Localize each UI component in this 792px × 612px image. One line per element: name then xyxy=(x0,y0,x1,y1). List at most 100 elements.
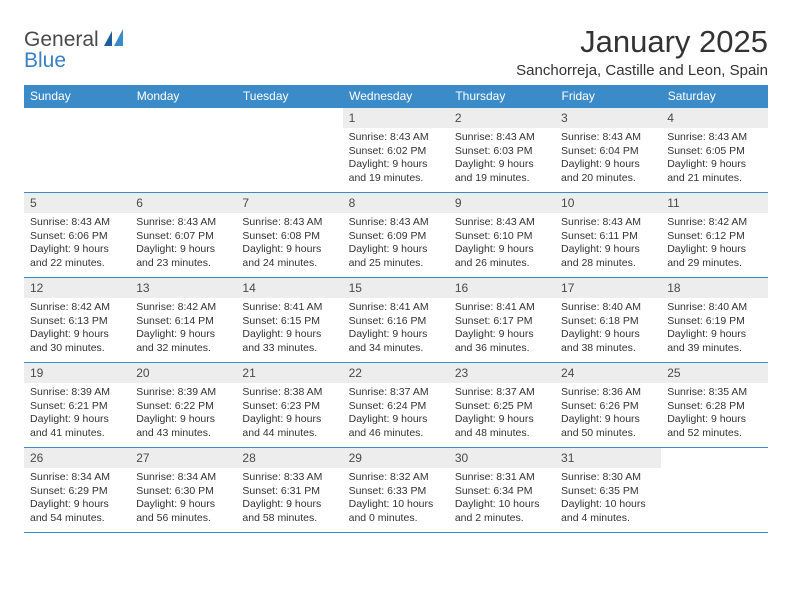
col-monday: Monday xyxy=(130,85,236,108)
day-number: 26 xyxy=(24,448,130,468)
day-number: 10 xyxy=(555,193,661,213)
calendar-cell: 1Sunrise: 8:43 AM Sunset: 6:02 PM Daylig… xyxy=(343,108,449,193)
day-details: Sunrise: 8:43 AM Sunset: 6:07 PM Dayligh… xyxy=(130,213,236,275)
day-details: Sunrise: 8:42 AM Sunset: 6:13 PM Dayligh… xyxy=(24,298,130,360)
day-number: 9 xyxy=(449,193,555,213)
calendar-cell: 17Sunrise: 8:40 AM Sunset: 6:18 PM Dayli… xyxy=(555,278,661,363)
day-number: 11 xyxy=(661,193,767,213)
day-details: Sunrise: 8:43 AM Sunset: 6:03 PM Dayligh… xyxy=(449,128,555,190)
day-number: 2 xyxy=(449,108,555,128)
day-number: 27 xyxy=(130,448,236,468)
weekday-header-row: Sunday Monday Tuesday Wednesday Thursday… xyxy=(24,85,768,108)
calendar-cell: 24Sunrise: 8:36 AM Sunset: 6:26 PM Dayli… xyxy=(555,363,661,448)
day-number: 25 xyxy=(661,363,767,383)
day-details: Sunrise: 8:37 AM Sunset: 6:25 PM Dayligh… xyxy=(449,383,555,445)
day-details: Sunrise: 8:31 AM Sunset: 6:34 PM Dayligh… xyxy=(449,468,555,530)
calendar-cell: 3Sunrise: 8:43 AM Sunset: 6:04 PM Daylig… xyxy=(555,108,661,193)
day-details: Sunrise: 8:34 AM Sunset: 6:29 PM Dayligh… xyxy=(24,468,130,530)
day-number: 3 xyxy=(555,108,661,128)
day-number: 29 xyxy=(343,448,449,468)
day-number: 19 xyxy=(24,363,130,383)
calendar-cell: 27Sunrise: 8:34 AM Sunset: 6:30 PM Dayli… xyxy=(130,448,236,533)
day-number: 14 xyxy=(236,278,342,298)
title-block: January 2025 Sanchorreja, Castille and L… xyxy=(516,24,768,79)
day-number: 18 xyxy=(661,278,767,298)
header: General January 2025 Sanchorreja, Castil… xyxy=(24,24,768,79)
calendar-cell: 29Sunrise: 8:32 AM Sunset: 6:33 PM Dayli… xyxy=(343,448,449,533)
calendar-body: 1Sunrise: 8:43 AM Sunset: 6:02 PM Daylig… xyxy=(24,108,768,533)
calendar-cell: 7Sunrise: 8:43 AM Sunset: 6:08 PM Daylig… xyxy=(236,193,342,278)
day-details: Sunrise: 8:39 AM Sunset: 6:22 PM Dayligh… xyxy=(130,383,236,445)
calendar-cell: 22Sunrise: 8:37 AM Sunset: 6:24 PM Dayli… xyxy=(343,363,449,448)
day-details: Sunrise: 8:43 AM Sunset: 6:09 PM Dayligh… xyxy=(343,213,449,275)
calendar-table: Sunday Monday Tuesday Wednesday Thursday… xyxy=(24,85,768,533)
col-wednesday: Wednesday xyxy=(343,85,449,108)
day-number: 24 xyxy=(555,363,661,383)
calendar-cell: 26Sunrise: 8:34 AM Sunset: 6:29 PM Dayli… xyxy=(24,448,130,533)
calendar-cell: 19Sunrise: 8:39 AM Sunset: 6:21 PM Dayli… xyxy=(24,363,130,448)
calendar-cell: 10Sunrise: 8:43 AM Sunset: 6:11 PM Dayli… xyxy=(555,193,661,278)
day-number: 22 xyxy=(343,363,449,383)
day-number: 5 xyxy=(24,193,130,213)
day-number: 13 xyxy=(130,278,236,298)
day-number: 7 xyxy=(236,193,342,213)
day-number: 31 xyxy=(555,448,661,468)
day-number: 20 xyxy=(130,363,236,383)
day-details: Sunrise: 8:41 AM Sunset: 6:15 PM Dayligh… xyxy=(236,298,342,360)
calendar-cell: 25Sunrise: 8:35 AM Sunset: 6:28 PM Dayli… xyxy=(661,363,767,448)
day-number: 15 xyxy=(343,278,449,298)
day-details: Sunrise: 8:40 AM Sunset: 6:19 PM Dayligh… xyxy=(661,298,767,360)
day-number: 4 xyxy=(661,108,767,128)
calendar-cell: 28Sunrise: 8:33 AM Sunset: 6:31 PM Dayli… xyxy=(236,448,342,533)
calendar-row: 5Sunrise: 8:43 AM Sunset: 6:06 PM Daylig… xyxy=(24,193,768,278)
calendar-cell: 8Sunrise: 8:43 AM Sunset: 6:09 PM Daylig… xyxy=(343,193,449,278)
calendar-row: 26Sunrise: 8:34 AM Sunset: 6:29 PM Dayli… xyxy=(24,448,768,533)
calendar-cell: 2Sunrise: 8:43 AM Sunset: 6:03 PM Daylig… xyxy=(449,108,555,193)
month-title: January 2025 xyxy=(516,24,768,60)
calendar-row: 1Sunrise: 8:43 AM Sunset: 6:02 PM Daylig… xyxy=(24,108,768,193)
day-number: 21 xyxy=(236,363,342,383)
calendar-cell xyxy=(661,448,767,533)
col-sunday: Sunday xyxy=(24,85,130,108)
day-number: 8 xyxy=(343,193,449,213)
day-details: Sunrise: 8:43 AM Sunset: 6:04 PM Dayligh… xyxy=(555,128,661,190)
col-thursday: Thursday xyxy=(449,85,555,108)
calendar-cell: 31Sunrise: 8:30 AM Sunset: 6:35 PM Dayli… xyxy=(555,448,661,533)
col-tuesday: Tuesday xyxy=(236,85,342,108)
day-details: Sunrise: 8:41 AM Sunset: 6:17 PM Dayligh… xyxy=(449,298,555,360)
calendar-cell xyxy=(24,108,130,193)
calendar-cell: 11Sunrise: 8:42 AM Sunset: 6:12 PM Dayli… xyxy=(661,193,767,278)
day-number: 12 xyxy=(24,278,130,298)
day-number: 30 xyxy=(449,448,555,468)
day-details: Sunrise: 8:41 AM Sunset: 6:16 PM Dayligh… xyxy=(343,298,449,360)
calendar-cell: 23Sunrise: 8:37 AM Sunset: 6:25 PM Dayli… xyxy=(449,363,555,448)
day-number: 1 xyxy=(343,108,449,128)
day-details: Sunrise: 8:30 AM Sunset: 6:35 PM Dayligh… xyxy=(555,468,661,530)
day-details: Sunrise: 8:42 AM Sunset: 6:14 PM Dayligh… xyxy=(130,298,236,360)
col-friday: Friday xyxy=(555,85,661,108)
day-details: Sunrise: 8:43 AM Sunset: 6:05 PM Dayligh… xyxy=(661,128,767,190)
day-details: Sunrise: 8:39 AM Sunset: 6:21 PM Dayligh… xyxy=(24,383,130,445)
calendar-row: 19Sunrise: 8:39 AM Sunset: 6:21 PM Dayli… xyxy=(24,363,768,448)
day-number: 17 xyxy=(555,278,661,298)
calendar-cell: 15Sunrise: 8:41 AM Sunset: 6:16 PM Dayli… xyxy=(343,278,449,363)
calendar-cell: 21Sunrise: 8:38 AM Sunset: 6:23 PM Dayli… xyxy=(236,363,342,448)
day-details: Sunrise: 8:37 AM Sunset: 6:24 PM Dayligh… xyxy=(343,383,449,445)
day-details: Sunrise: 8:43 AM Sunset: 6:11 PM Dayligh… xyxy=(555,213,661,275)
calendar-cell: 16Sunrise: 8:41 AM Sunset: 6:17 PM Dayli… xyxy=(449,278,555,363)
calendar-cell: 9Sunrise: 8:43 AM Sunset: 6:10 PM Daylig… xyxy=(449,193,555,278)
day-details: Sunrise: 8:43 AM Sunset: 6:06 PM Dayligh… xyxy=(24,213,130,275)
calendar-cell: 4Sunrise: 8:43 AM Sunset: 6:05 PM Daylig… xyxy=(661,108,767,193)
logo-text-blue: Blue xyxy=(24,49,66,72)
calendar-row: 12Sunrise: 8:42 AM Sunset: 6:13 PM Dayli… xyxy=(24,278,768,363)
day-details: Sunrise: 8:42 AM Sunset: 6:12 PM Dayligh… xyxy=(661,213,767,275)
calendar-cell: 18Sunrise: 8:40 AM Sunset: 6:19 PM Dayli… xyxy=(661,278,767,363)
calendar-cell: 5Sunrise: 8:43 AM Sunset: 6:06 PM Daylig… xyxy=(24,193,130,278)
location-subtitle: Sanchorreja, Castille and Leon, Spain xyxy=(516,62,768,79)
day-details: Sunrise: 8:38 AM Sunset: 6:23 PM Dayligh… xyxy=(236,383,342,445)
day-details: Sunrise: 8:34 AM Sunset: 6:30 PM Dayligh… xyxy=(130,468,236,530)
day-details: Sunrise: 8:36 AM Sunset: 6:26 PM Dayligh… xyxy=(555,383,661,445)
calendar-cell: 12Sunrise: 8:42 AM Sunset: 6:13 PM Dayli… xyxy=(24,278,130,363)
day-number: 23 xyxy=(449,363,555,383)
day-details: Sunrise: 8:33 AM Sunset: 6:31 PM Dayligh… xyxy=(236,468,342,530)
